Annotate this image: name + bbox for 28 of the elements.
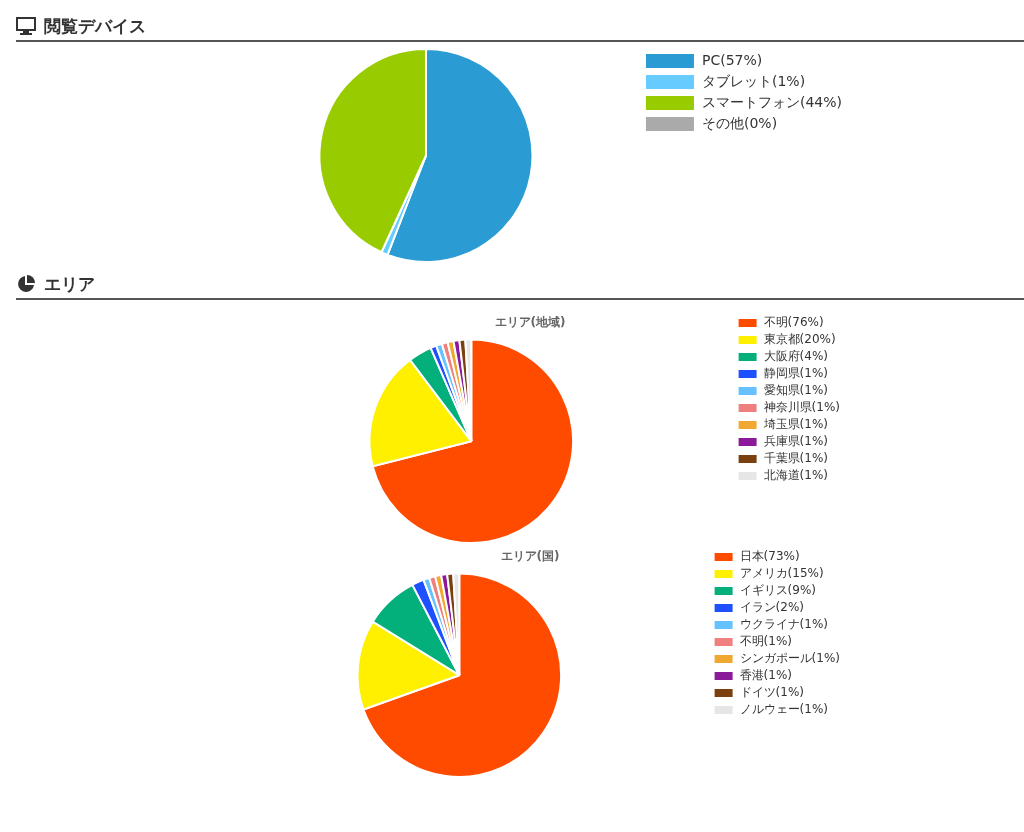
- legend-label: その他(0%): [701, 114, 778, 131]
- legend-label: 大阪府(4%): [763, 349, 829, 364]
- legend-label: イギリス(9%): [739, 583, 817, 598]
- legend-label: シンガポール(1%): [739, 651, 841, 666]
- text: 閲覧デバイス: [44, 14, 146, 38]
- legend-label: 日本(73%): [739, 549, 800, 564]
- legend-label: アメリカ(15%): [739, 566, 824, 581]
- legend-label: 神奈川県(1%): [763, 400, 841, 415]
- legend-label: ドイツ(1%): [739, 685, 805, 700]
- legend-label: ウクライナ(1%): [739, 617, 829, 632]
- text: エリア: [44, 272, 95, 296]
- legend-label: 不明(1%): [739, 634, 793, 649]
- legend-label: 北海道(1%): [763, 468, 829, 483]
- chart-subtitle: エリア(地域): [494, 315, 566, 330]
- legend-label: スマートフォン(44%): [701, 93, 843, 110]
- legend-label: 兵庫県(1%): [763, 434, 829, 449]
- legend-label: 千葉県(1%): [763, 451, 829, 466]
- chart-subtitle: エリア(国): [500, 549, 560, 564]
- legend-label: 不明(76%): [763, 315, 824, 330]
- legend-label: PC(57%): [701, 51, 763, 68]
- legend-label: 愛知県(1%): [763, 383, 829, 398]
- legend-label: タブレット(1%): [701, 72, 806, 89]
- legend-label: 香港(1%): [739, 668, 793, 683]
- legend-label: 埼玉県(1%): [762, 417, 829, 432]
- legend-label: ノルウェー(1%): [739, 702, 829, 717]
- legend-label: イラン(2%): [739, 600, 805, 615]
- legend-label: 静岡県(1%): [763, 366, 829, 381]
- legend-label: 東京都(20%): [763, 332, 836, 347]
